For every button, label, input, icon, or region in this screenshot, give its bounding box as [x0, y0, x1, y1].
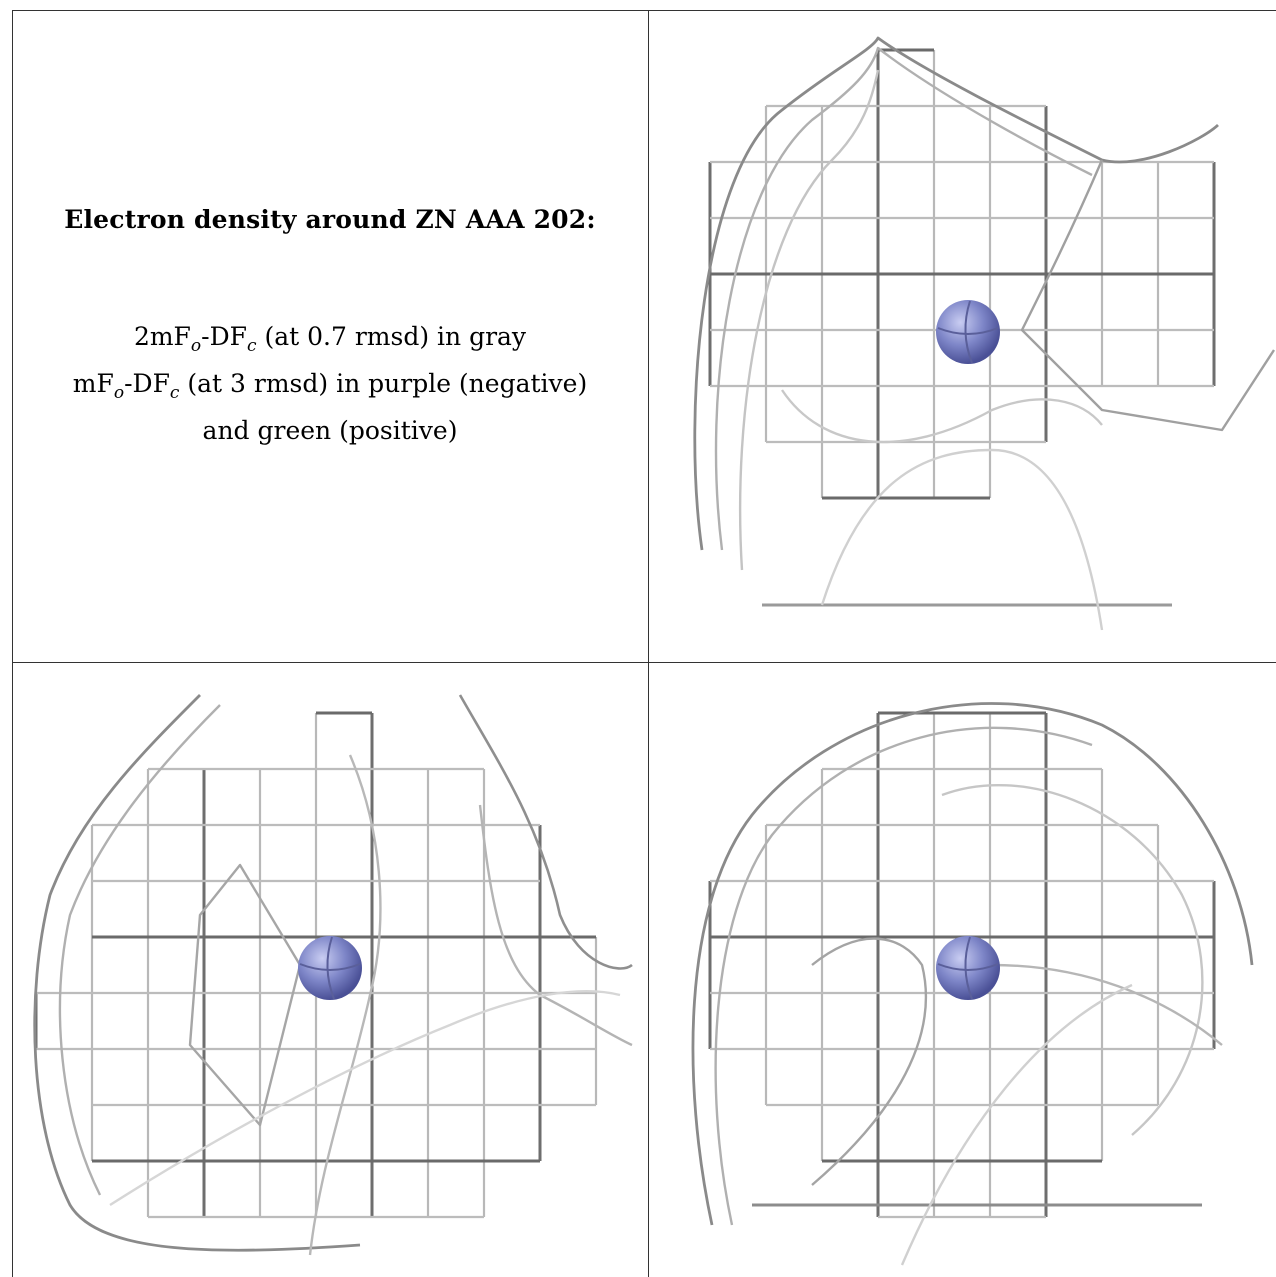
mesh-contour-line: [820, 448, 1104, 631]
caption-cell: Electron density around ZN AAA 202: 2mFo…: [12, 0, 648, 662]
zinc-atom-sphere: [936, 936, 1000, 1000]
legend-term-dfc: -DF: [124, 369, 170, 398]
legend-line-green: and green (positive): [202, 416, 458, 445]
mesh-contour-line: [188, 863, 302, 1127]
mesh-contour-line: [1020, 159, 1276, 432]
mesh-contour-line: [941, 783, 1204, 1136]
table-border-left: [12, 10, 13, 1277]
mesh-contour-line: [693, 36, 1219, 551]
mesh-contour-line: [714, 726, 1093, 1226]
caption-title: Electron density around ZN AAA 202:: [64, 205, 596, 234]
mesh-contour-line: [714, 46, 1093, 551]
legend-line-gray: 2mFo-DFc (at 0.7 rmsd) in gray: [12, 318, 648, 365]
legend-sub-c: c: [247, 336, 257, 356]
density-view-bottom-left: [33, 694, 633, 1256]
legend-sub-o: o: [113, 383, 125, 403]
caption-legend: 2mFo-DFc (at 0.7 rmsd) in gray mFo-DFc (…: [12, 318, 648, 450]
legend-sub-c: c: [169, 383, 180, 403]
mesh-contour-line: [991, 963, 1223, 1046]
density-view-bottom-right: [691, 702, 1254, 1266]
density-view-top-right: [693, 36, 1276, 631]
legend-sub-o: o: [190, 336, 202, 356]
table-border-top: [12, 10, 1276, 11]
legend-purple-text: (at 3 rmsd) in purple (negative): [179, 369, 588, 398]
mesh-contour-line: [458, 694, 633, 970]
density-mesh: [33, 694, 633, 1256]
mesh-contour-line: [781, 389, 1103, 444]
density-mesh: [693, 36, 1276, 631]
mesh-contour-line: [691, 702, 1254, 1226]
legend-term-2mfo: 2mF: [133, 322, 191, 351]
mesh-contour-line: [811, 937, 928, 1186]
legend-line-purple: mFo-DFc (at 3 rmsd) in purple (negative): [12, 365, 648, 412]
mesh-contour-line: [58, 704, 221, 1196]
zinc-atom-sphere: [936, 300, 1000, 364]
legend-term-dfc: -DF: [201, 322, 247, 351]
mesh-contour-line: [478, 804, 633, 1047]
legend-term-mfo: mF: [72, 369, 114, 398]
zinc-atom-sphere: [298, 936, 362, 1000]
mesh-contour-line: [33, 694, 361, 1252]
mesh-contour-line: [109, 990, 621, 1207]
density-mesh: [691, 702, 1254, 1266]
table-divider-horizontal: [12, 662, 1276, 663]
mesh-contour-line: [900, 983, 1133, 1266]
table-divider-vertical: [648, 10, 649, 1277]
mesh-contour-line: [738, 69, 880, 571]
legend-gray-text: (at 0.7 rmsd) in gray: [256, 322, 527, 351]
mesh-contour-line: [308, 754, 382, 1256]
